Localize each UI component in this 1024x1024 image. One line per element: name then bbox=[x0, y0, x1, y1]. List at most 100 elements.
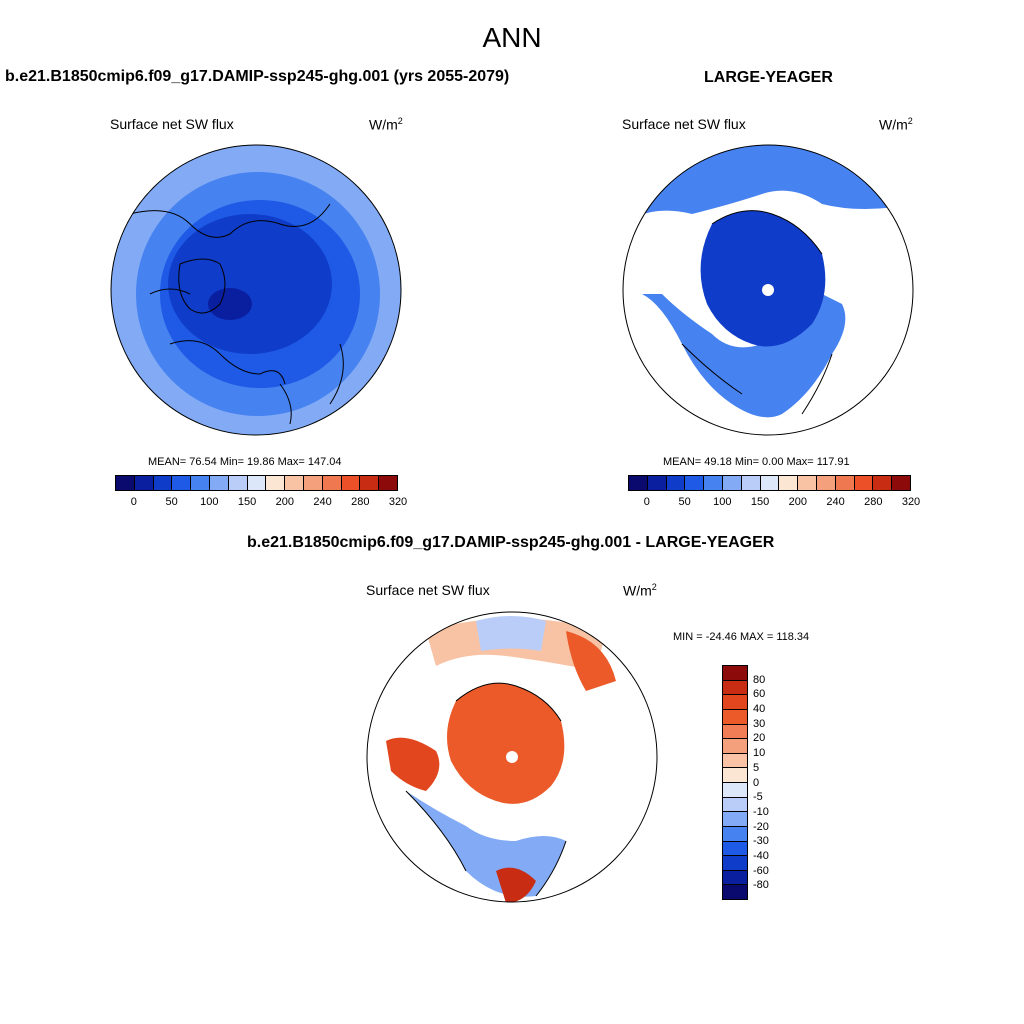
panel1-colorbar-ticks: 0 50 100 150 200 240 280 320 bbox=[115, 496, 407, 510]
colorbar-swatch bbox=[153, 476, 173, 490]
colorbar-tick-label: 0 bbox=[753, 776, 760, 789]
panel1-units-label: W/m2 bbox=[369, 116, 403, 133]
colorbar-swatch bbox=[266, 476, 286, 490]
colorbar-swatch bbox=[303, 476, 323, 490]
colorbar-swatch bbox=[341, 476, 361, 490]
panel3-field-cool-south bbox=[406, 791, 566, 897]
panel2-polar-map bbox=[622, 144, 914, 436]
colorbar-swatch bbox=[723, 768, 747, 783]
colorbar-swatch bbox=[723, 783, 747, 798]
colorbar-tick-label: 60 bbox=[753, 688, 766, 701]
colorbar-tick-label: 80 bbox=[753, 673, 766, 686]
panel3-coastline bbox=[405, 682, 567, 897]
colorbar-swatch bbox=[835, 476, 855, 490]
colorbar-tick-label: 50 bbox=[678, 496, 691, 508]
panel3-polar-map bbox=[366, 611, 658, 903]
panel3-variable-label: Surface net SW flux bbox=[366, 582, 490, 598]
colorbar-swatch bbox=[854, 476, 874, 490]
panel1-field-low bbox=[208, 288, 252, 320]
main-title: ANN bbox=[482, 22, 542, 53]
colorbar-swatch bbox=[816, 476, 836, 490]
colorbar-swatch bbox=[798, 476, 817, 490]
colorbar-swatch bbox=[723, 709, 747, 725]
colorbar-swatch bbox=[723, 826, 747, 842]
colorbar-swatch bbox=[723, 680, 747, 696]
panel3-title: b.e21.B1850cmip6.f09_g17.DAMIP-ssp245-gh… bbox=[247, 534, 775, 551]
colorbar-tick-label: 10 bbox=[753, 747, 766, 760]
panel3-field-core bbox=[447, 683, 565, 804]
colorbar-tick-label: 5 bbox=[753, 761, 760, 774]
colorbar-swatch bbox=[723, 739, 747, 754]
colorbar-swatch bbox=[322, 476, 342, 490]
panel1-map-border bbox=[110, 144, 402, 436]
colorbar-tick-label: 30 bbox=[753, 717, 766, 730]
colorbar-tick-label: 200 bbox=[788, 496, 807, 508]
colorbar-swatch bbox=[873, 476, 893, 490]
panel2-colorbar bbox=[628, 475, 911, 491]
colorbar-tick-label: 0 bbox=[643, 496, 650, 508]
colorbar-swatch bbox=[379, 476, 397, 490]
colorbar-tick-label: 100 bbox=[713, 496, 732, 508]
colorbar-tick-label: -20 bbox=[753, 820, 769, 833]
colorbar-tick-label: 150 bbox=[237, 496, 257, 508]
colorbar-swatch bbox=[723, 695, 747, 710]
colorbar-swatch bbox=[723, 666, 747, 681]
colorbar-swatch bbox=[779, 476, 799, 490]
colorbar-tick-label: 240 bbox=[826, 496, 845, 508]
colorbar-swatch bbox=[723, 885, 747, 899]
colorbar-tick-label: 150 bbox=[750, 496, 770, 508]
colorbar-swatch bbox=[760, 476, 780, 490]
panel3-map-border bbox=[366, 611, 658, 903]
panel1-variable-label: Surface net SW flux bbox=[110, 116, 234, 132]
colorbar-swatch bbox=[722, 476, 742, 490]
colorbar-swatch bbox=[209, 476, 229, 490]
colorbar-tick-label: 100 bbox=[200, 496, 219, 508]
panel1-title: b.e21.B1850cmip6.f09_g17.DAMIP-ssp245-gh… bbox=[5, 68, 510, 85]
panel1-polar-map bbox=[110, 144, 402, 436]
colorbar-tick-label: 0 bbox=[130, 496, 137, 508]
panel2-colorbar-ticks: 0 50 100 150 200 240 280 320 bbox=[628, 496, 920, 510]
colorbar-swatch bbox=[723, 841, 747, 857]
panel1-colorbar bbox=[115, 475, 398, 491]
colorbar-tick-label: 280 bbox=[864, 496, 883, 508]
panel3-field-south-warm bbox=[496, 867, 536, 902]
panel3-stats: MIN = -24.46 MAX = 118.34 bbox=[673, 631, 810, 643]
colorbar-swatch bbox=[741, 476, 761, 490]
panel2-pole-hole bbox=[762, 284, 774, 296]
colorbar-swatch bbox=[685, 476, 705, 490]
panel3-units-label: W/m2 bbox=[623, 582, 657, 599]
colorbar-swatch bbox=[704, 476, 723, 490]
panel3-pole-hole bbox=[506, 751, 518, 763]
colorbar-tick-label: -30 bbox=[753, 835, 769, 848]
colorbar-swatch bbox=[647, 476, 667, 490]
panel1-stats: MEAN= 76.54 Min= 19.86 Max= 147.04 bbox=[148, 456, 342, 468]
colorbar-swatch bbox=[723, 812, 747, 827]
colorbar-swatch bbox=[134, 476, 154, 490]
colorbar-tick-label: -5 bbox=[753, 791, 763, 804]
panel1-field-core bbox=[168, 214, 332, 354]
panel2-variable-label: Surface net SW flux bbox=[622, 116, 746, 132]
colorbar-tick-label: -60 bbox=[753, 864, 769, 877]
colorbar-swatch bbox=[116, 476, 135, 490]
colorbar-tick-label: 200 bbox=[275, 496, 294, 508]
colorbar-swatch bbox=[285, 476, 304, 490]
colorbar-swatch bbox=[723, 870, 747, 886]
colorbar-swatch bbox=[247, 476, 267, 490]
panel2-stats: MEAN= 49.18 Min= 0.00 Max= 117.91 bbox=[663, 456, 850, 468]
panel3-field-cool-north bbox=[476, 616, 546, 651]
colorbar-tick-label: -10 bbox=[753, 805, 769, 818]
colorbar-tick-label: 240 bbox=[313, 496, 332, 508]
colorbar-swatch bbox=[666, 476, 686, 490]
colorbar-tick-label: 40 bbox=[753, 703, 766, 716]
panel3-field-west bbox=[386, 737, 440, 791]
colorbar-swatch bbox=[723, 724, 747, 740]
colorbar-swatch bbox=[172, 476, 192, 490]
colorbar-swatch bbox=[723, 753, 747, 769]
panel2-coastline bbox=[681, 210, 833, 415]
colorbar-swatch bbox=[360, 476, 380, 490]
panel1-greenland-outline bbox=[178, 258, 226, 314]
colorbar-swatch bbox=[629, 476, 648, 490]
colorbar-tick-label: 50 bbox=[165, 496, 178, 508]
colorbar-tick-label: 280 bbox=[351, 496, 370, 508]
colorbar-tick-label: 320 bbox=[388, 496, 408, 508]
